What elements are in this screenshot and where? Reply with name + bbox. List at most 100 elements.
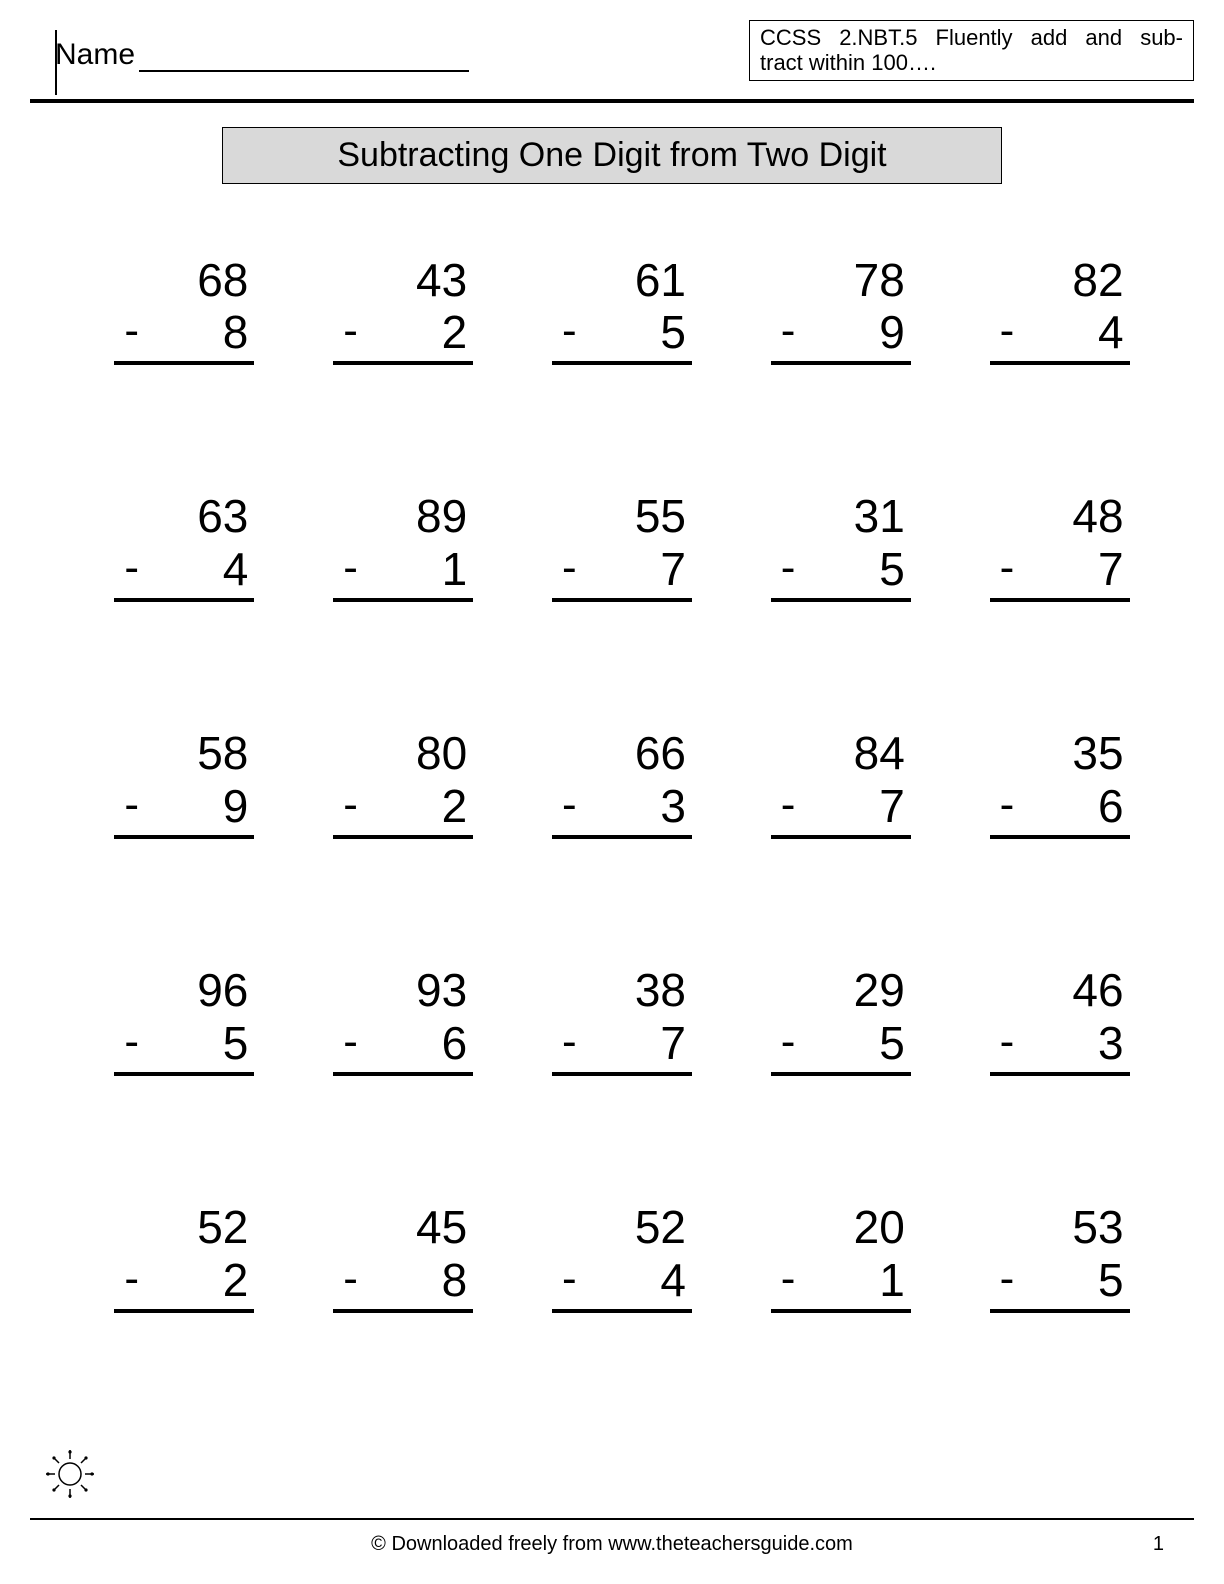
minus-sign: - [339, 1254, 358, 1307]
subtraction-problem: 68-8 [114, 254, 254, 366]
minus-sign: - [777, 1254, 796, 1307]
subtrahend: 7 [1098, 543, 1124, 596]
minuend: 52 [114, 1201, 254, 1254]
subtrahend-row: -5 [552, 306, 692, 365]
minuend: 46 [990, 964, 1130, 1017]
ccss-standard-box: CCSS 2.NBT.5 Fluently add and sub- tract… [749, 20, 1194, 81]
subtrahend-row: -7 [552, 1017, 692, 1076]
subtrahend-row: -2 [333, 306, 473, 365]
name-blank-line[interactable] [139, 46, 469, 72]
minuend: 82 [990, 254, 1130, 307]
subtrahend-row: -6 [333, 1017, 473, 1076]
minuend: 45 [333, 1201, 473, 1254]
subtrahend: 2 [442, 306, 468, 359]
subtrahend: 4 [660, 1254, 686, 1307]
subtraction-problem: 63-4 [114, 490, 254, 602]
minus-sign: - [777, 306, 796, 359]
subtraction-problem: 80-2 [333, 727, 473, 839]
minus-sign: - [558, 1254, 577, 1307]
subtrahend-row: -7 [771, 780, 911, 839]
subtrahend-row: -1 [771, 1254, 911, 1313]
subtraction-problem: 55-7 [552, 490, 692, 602]
subtrahend: 4 [223, 543, 249, 596]
subtrahend: 7 [879, 780, 905, 833]
subtrahend: 3 [660, 780, 686, 833]
subtrahend-row: -3 [990, 1017, 1130, 1076]
minus-sign: - [996, 306, 1015, 359]
minus-sign: - [339, 543, 358, 596]
minus-sign: - [777, 1017, 796, 1070]
subtraction-problem: 52- 2 [114, 1201, 254, 1313]
subtrahend: 5 [879, 543, 905, 596]
subtrahend-row: -1 [333, 543, 473, 602]
subtrahend-row: -4 [114, 543, 254, 602]
subtrahend: 6 [442, 1017, 468, 1070]
minuend: 58 [114, 727, 254, 780]
subtraction-problem: 52-4 [552, 1201, 692, 1313]
ccss-line-2: tract within 100…. [760, 50, 1183, 75]
minus-sign: - [996, 543, 1015, 596]
minus-sign: - [120, 306, 139, 359]
subtraction-problem: 20-1 [771, 1201, 911, 1313]
minus-sign: - [558, 780, 577, 833]
subtrahend: 5 [223, 1017, 249, 1070]
minuend: 29 [771, 964, 911, 1017]
subtrahend-row: -9 [114, 780, 254, 839]
minuend: 63 [114, 490, 254, 543]
minuend: 43 [333, 254, 473, 307]
header: Name CCSS 2.NBT.5 Fluently add and sub- … [0, 0, 1224, 91]
minus-sign: - [777, 780, 796, 833]
minuend: 66 [552, 727, 692, 780]
subtrahend: 2 [442, 780, 468, 833]
subtrahend-row: -4 [990, 306, 1130, 365]
subtrahend-row: -5 [114, 1017, 254, 1076]
subtraction-problem: 53-5 [990, 1201, 1130, 1313]
minus-sign: - [996, 1254, 1015, 1307]
subtraction-problem: 31-5 [771, 490, 911, 602]
subtrahend-row: -5 [771, 1017, 911, 1076]
minuend: 52 [552, 1201, 692, 1254]
subtraction-problem: 29-5 [771, 964, 911, 1076]
subtraction-problem: 96-5 [114, 964, 254, 1076]
subtraction-problem: 84-7 [771, 727, 911, 839]
subtrahend-row: -7 [990, 543, 1130, 602]
subtrahend: 7 [660, 1017, 686, 1070]
minus-sign: - [120, 1017, 139, 1070]
subtrahend-row: -8 [333, 1254, 473, 1313]
subtraction-problem: 35-6 [990, 727, 1130, 839]
minus-sign: - [558, 1017, 577, 1070]
subtraction-problem: 58-9 [114, 727, 254, 839]
minus-sign: - [996, 780, 1015, 833]
minus-sign: - [339, 1017, 358, 1070]
subtrahend: 4 [1098, 306, 1124, 359]
subtraction-problem: 66- 3 [552, 727, 692, 839]
subtrahend: 5 [879, 1017, 905, 1070]
subtrahend: 3 [1098, 1017, 1124, 1070]
minus-sign: - [339, 306, 358, 359]
subtrahend-row: -4 [552, 1254, 692, 1313]
minus-sign: - [996, 1017, 1015, 1070]
worksheet-title: Subtracting One Digit from Two Digit [222, 127, 1002, 184]
footer-rule [30, 1518, 1194, 1520]
minuend: 93 [333, 964, 473, 1017]
subtrahend: 9 [879, 306, 905, 359]
minuend: 84 [771, 727, 911, 780]
subtrahend: 2 [223, 1254, 249, 1307]
minuend: 48 [990, 490, 1130, 543]
subtrahend-row: -6 [990, 780, 1130, 839]
subtraction-problem: 82-4 [990, 254, 1130, 366]
minuend: 20 [771, 1201, 911, 1254]
subtrahend: 5 [1098, 1254, 1124, 1307]
subtraction-problem: 45-8 [333, 1201, 473, 1313]
subtraction-problem: 38-7 [552, 964, 692, 1076]
subtrahend: 8 [442, 1254, 468, 1307]
minus-sign: - [120, 1254, 139, 1307]
subtrahend-row: -7 [552, 543, 692, 602]
subtraction-problem: 43-2 [333, 254, 473, 366]
minuend: 31 [771, 490, 911, 543]
subtrahend-row: -9 [771, 306, 911, 365]
problems-grid: 68-843-261-578-982-463-489-155-731-548-7… [100, 254, 1144, 1313]
sun-icon [40, 1444, 100, 1504]
header-vertical-rule [55, 30, 57, 95]
subtrahend-row: -2 [333, 780, 473, 839]
